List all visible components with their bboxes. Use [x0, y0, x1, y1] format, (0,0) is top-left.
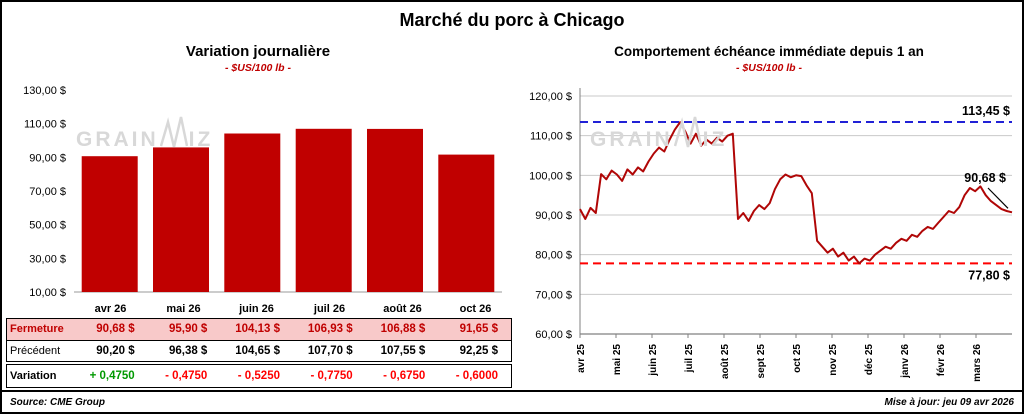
svg-text:50,00 $: 50,00 $: [29, 220, 66, 232]
watermark-text-left-part: GRAIN: [76, 128, 159, 151]
month-label: oct 26: [459, 303, 492, 315]
watermark-w-spark-icon: [159, 116, 188, 148]
svg-text:déc 25: déc 25: [864, 344, 875, 376]
watermark-w-spark-icon: [673, 116, 702, 148]
reference-label: 113,45 $: [962, 104, 1010, 118]
bar-juil 26: [295, 128, 352, 292]
watermark-text-right-part: IZ: [188, 128, 214, 151]
watermark-text-right-part: IZ: [702, 128, 728, 151]
svg-text:110,00 $: 110,00 $: [24, 119, 66, 131]
svg-text:nov 25: nov 25: [828, 344, 839, 376]
month-label: juin 26: [239, 303, 274, 315]
fermeture-value: 106,88 $: [380, 323, 426, 335]
svg-text:80,00 $: 80,00 $: [535, 250, 572, 262]
row-label-precedent: Précédent: [10, 345, 61, 357]
fermeture-value: 106,93 $: [307, 323, 353, 335]
month-label: août 26: [383, 303, 422, 315]
table-month-header-row: avr 26 mai 26 juin 26 juil 26 août 26 oct 26: [6, 301, 512, 318]
svg-text:avr 25: avr 25: [576, 344, 587, 373]
precedent-value: 96,38 $: [168, 345, 208, 357]
svg-text:oct 25: oct 25: [792, 344, 803, 373]
variation-value: - 0,5250: [237, 370, 280, 382]
source-label: Source: CME Group: [10, 396, 106, 408]
table-variation-box: Variation + 0,4750 - 0,4750 - 0,5250 - 0,775…: [6, 364, 512, 388]
svg-text:70,00 $: 70,00 $: [535, 289, 572, 301]
svg-text:févr 26: févr 26: [936, 344, 947, 377]
svg-text:août 25: août 25: [720, 344, 731, 379]
grainwiz-watermark: GRAIN IZ: [76, 116, 213, 152]
left-chart-title: Variation journalière: [185, 43, 331, 60]
row-label-variation: Variation: [10, 370, 57, 382]
month-label: mai 26: [166, 303, 201, 315]
grainwiz-watermark: GRAIN IZ: [590, 116, 727, 152]
immediate-maturity-line-chart: 60,00 $ 70,00 $ 80,00 $ 90,00 $ 100,00 $ 110,…: [529, 88, 1013, 382]
variation-value: - 0,4750: [165, 370, 208, 382]
svg-text:100,00 $: 100,00 $: [529, 170, 572, 182]
updated-label: Mise à jour: jeu 09 avr 2026: [884, 396, 1014, 408]
precedent-value: 90,20 $: [96, 345, 135, 357]
left-chart-subtitle: - $US/100 lb -: [225, 62, 291, 74]
table-row-fermeture: Fermeture 90,68 $ 95,90 $ 104,13 $ 106,93 $ 1…: [7, 319, 511, 340]
month-header-spacer: [6, 301, 74, 318]
svg-text:juin 25: juin 25: [648, 344, 659, 377]
price-line: [579, 121, 1013, 265]
precedent-value: 104,65 $: [235, 345, 280, 357]
table-row-variation: Variation + 0,4750 - 0,4750 - 0,5250 - 0,775…: [7, 365, 511, 387]
svg-text:60,00 $: 60,00 $: [535, 329, 572, 341]
svg-text:10,00 $: 10,00 $: [29, 287, 66, 299]
svg-text:30,00 $: 30,00 $: [29, 253, 66, 265]
bar-avr 26: [81, 156, 138, 292]
bar-août 26: [367, 128, 423, 292]
table-row-precedent: Précédent 90,20 $ 96,38 $ 104,65 $ 107,70 $ 1…: [7, 340, 511, 361]
right-chart-title: Comportement échéance immédiate depuis 1…: [614, 44, 924, 59]
svg-text:juil 25: juil 25: [684, 344, 695, 374]
svg-text:110,00 $: 110,00 $: [530, 131, 572, 143]
variation-value: + 0,4750: [89, 370, 135, 382]
row-label-fermeture: Fermeture: [10, 323, 64, 335]
reference-label: 77,80 $: [968, 268, 1010, 282]
variation-value: - 0,6000: [455, 370, 498, 382]
right-chart-subtitle: - $US/100 lb -: [736, 62, 802, 74]
svg-text:90,00 $: 90,00 $: [535, 210, 572, 222]
svg-text:90,00 $: 90,00 $: [29, 152, 66, 164]
bar-juin 26: [224, 133, 281, 292]
svg-text:mars 26: mars 26: [972, 344, 983, 382]
last-price-label: 90,68 $: [964, 171, 1006, 185]
svg-text:70,00 $: 70,00 $: [29, 186, 66, 198]
fermeture-value: 90,68 $: [96, 323, 135, 335]
fermeture-value: 91,65 $: [459, 323, 498, 335]
table-data-rows: Fermeture 90,68 $ 95,90 $ 104,13 $ 106,93 $ 1…: [6, 318, 512, 362]
svg-text:sept 25: sept 25: [756, 344, 767, 379]
page-title: Marché du porc à Chicago: [399, 10, 625, 30]
month-label: juil 26: [313, 303, 346, 315]
footer-bar: Source: CME Group Mise à jour: jeu 09 av…: [2, 390, 1022, 412]
fermeture-value: 104,13 $: [235, 323, 280, 335]
variation-value: - 0,7750: [310, 370, 353, 382]
svg-text:mai 25: mai 25: [612, 344, 623, 376]
variation-value: - 0,6750: [383, 370, 426, 382]
watermark-text-left-part: GRAIN: [590, 128, 673, 151]
month-label: avr 26: [94, 303, 127, 315]
svg-text:130,00 $: 130,00 $: [23, 85, 66, 97]
fermeture-value: 95,90 $: [168, 323, 208, 335]
svg-text:120,00 $: 120,00 $: [529, 91, 572, 103]
precedent-value: 107,70 $: [307, 345, 353, 357]
precedent-value: 107,55 $: [380, 345, 426, 357]
precedent-value: 92,25 $: [459, 345, 498, 357]
bar-mai 26: [153, 147, 209, 292]
bar-oct 26: [438, 154, 495, 292]
svg-text:janv 26: janv 26: [900, 344, 911, 379]
daily-variation-bar-chart: 10,00 $ 30,00 $ 50,00 $ 70,00 $ 90,00 $ 110,0…: [23, 85, 502, 299]
price-table: avr 26 mai 26 juin 26 juil 26 août 26 oct 26 …: [6, 301, 512, 388]
